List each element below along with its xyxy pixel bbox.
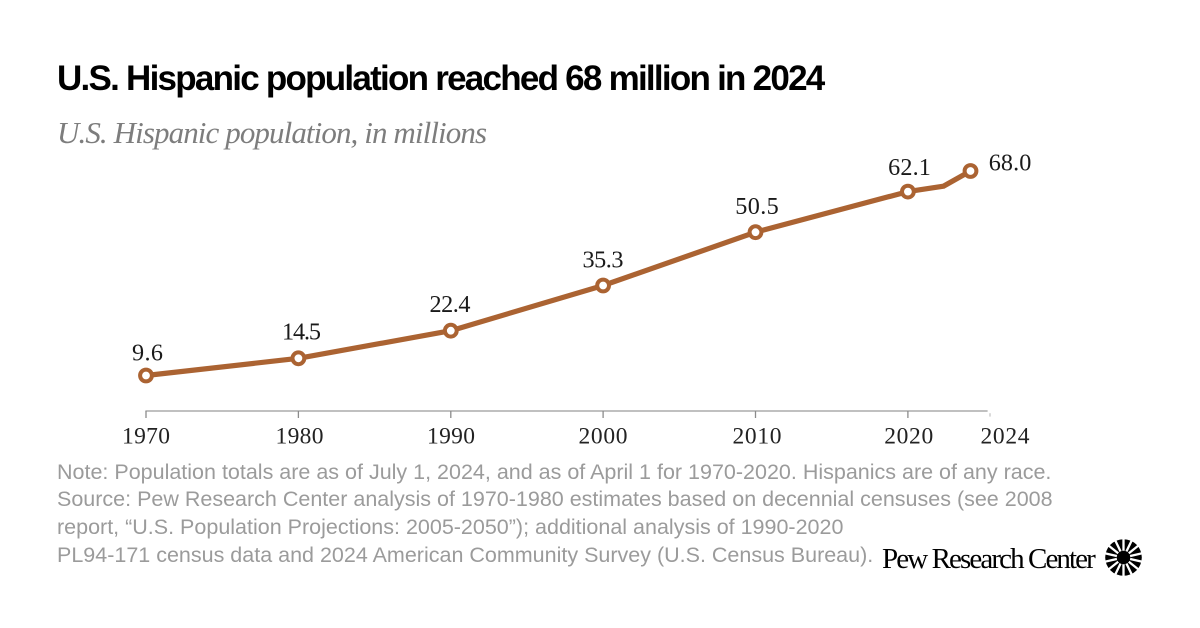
svg-text:2020: 2020 [884, 424, 933, 450]
svg-text:35.3: 35.3 [583, 247, 624, 274]
svg-text:1980: 1980 [276, 424, 324, 450]
svg-text:50.5: 50.5 [735, 193, 779, 220]
svg-text:1990: 1990 [427, 424, 475, 450]
svg-text:2000: 2000 [579, 424, 628, 450]
svg-text:2010: 2010 [733, 424, 782, 450]
svg-text:14.5: 14.5 [282, 319, 321, 346]
svg-text:22.4: 22.4 [430, 291, 471, 318]
svg-text:9.6: 9.6 [132, 340, 163, 367]
svg-text:2024: 2024 [981, 424, 1030, 450]
svg-text:68.0: 68.0 [989, 150, 1032, 177]
svg-text:1970: 1970 [122, 424, 170, 450]
svg-text:62.1: 62.1 [888, 154, 931, 181]
